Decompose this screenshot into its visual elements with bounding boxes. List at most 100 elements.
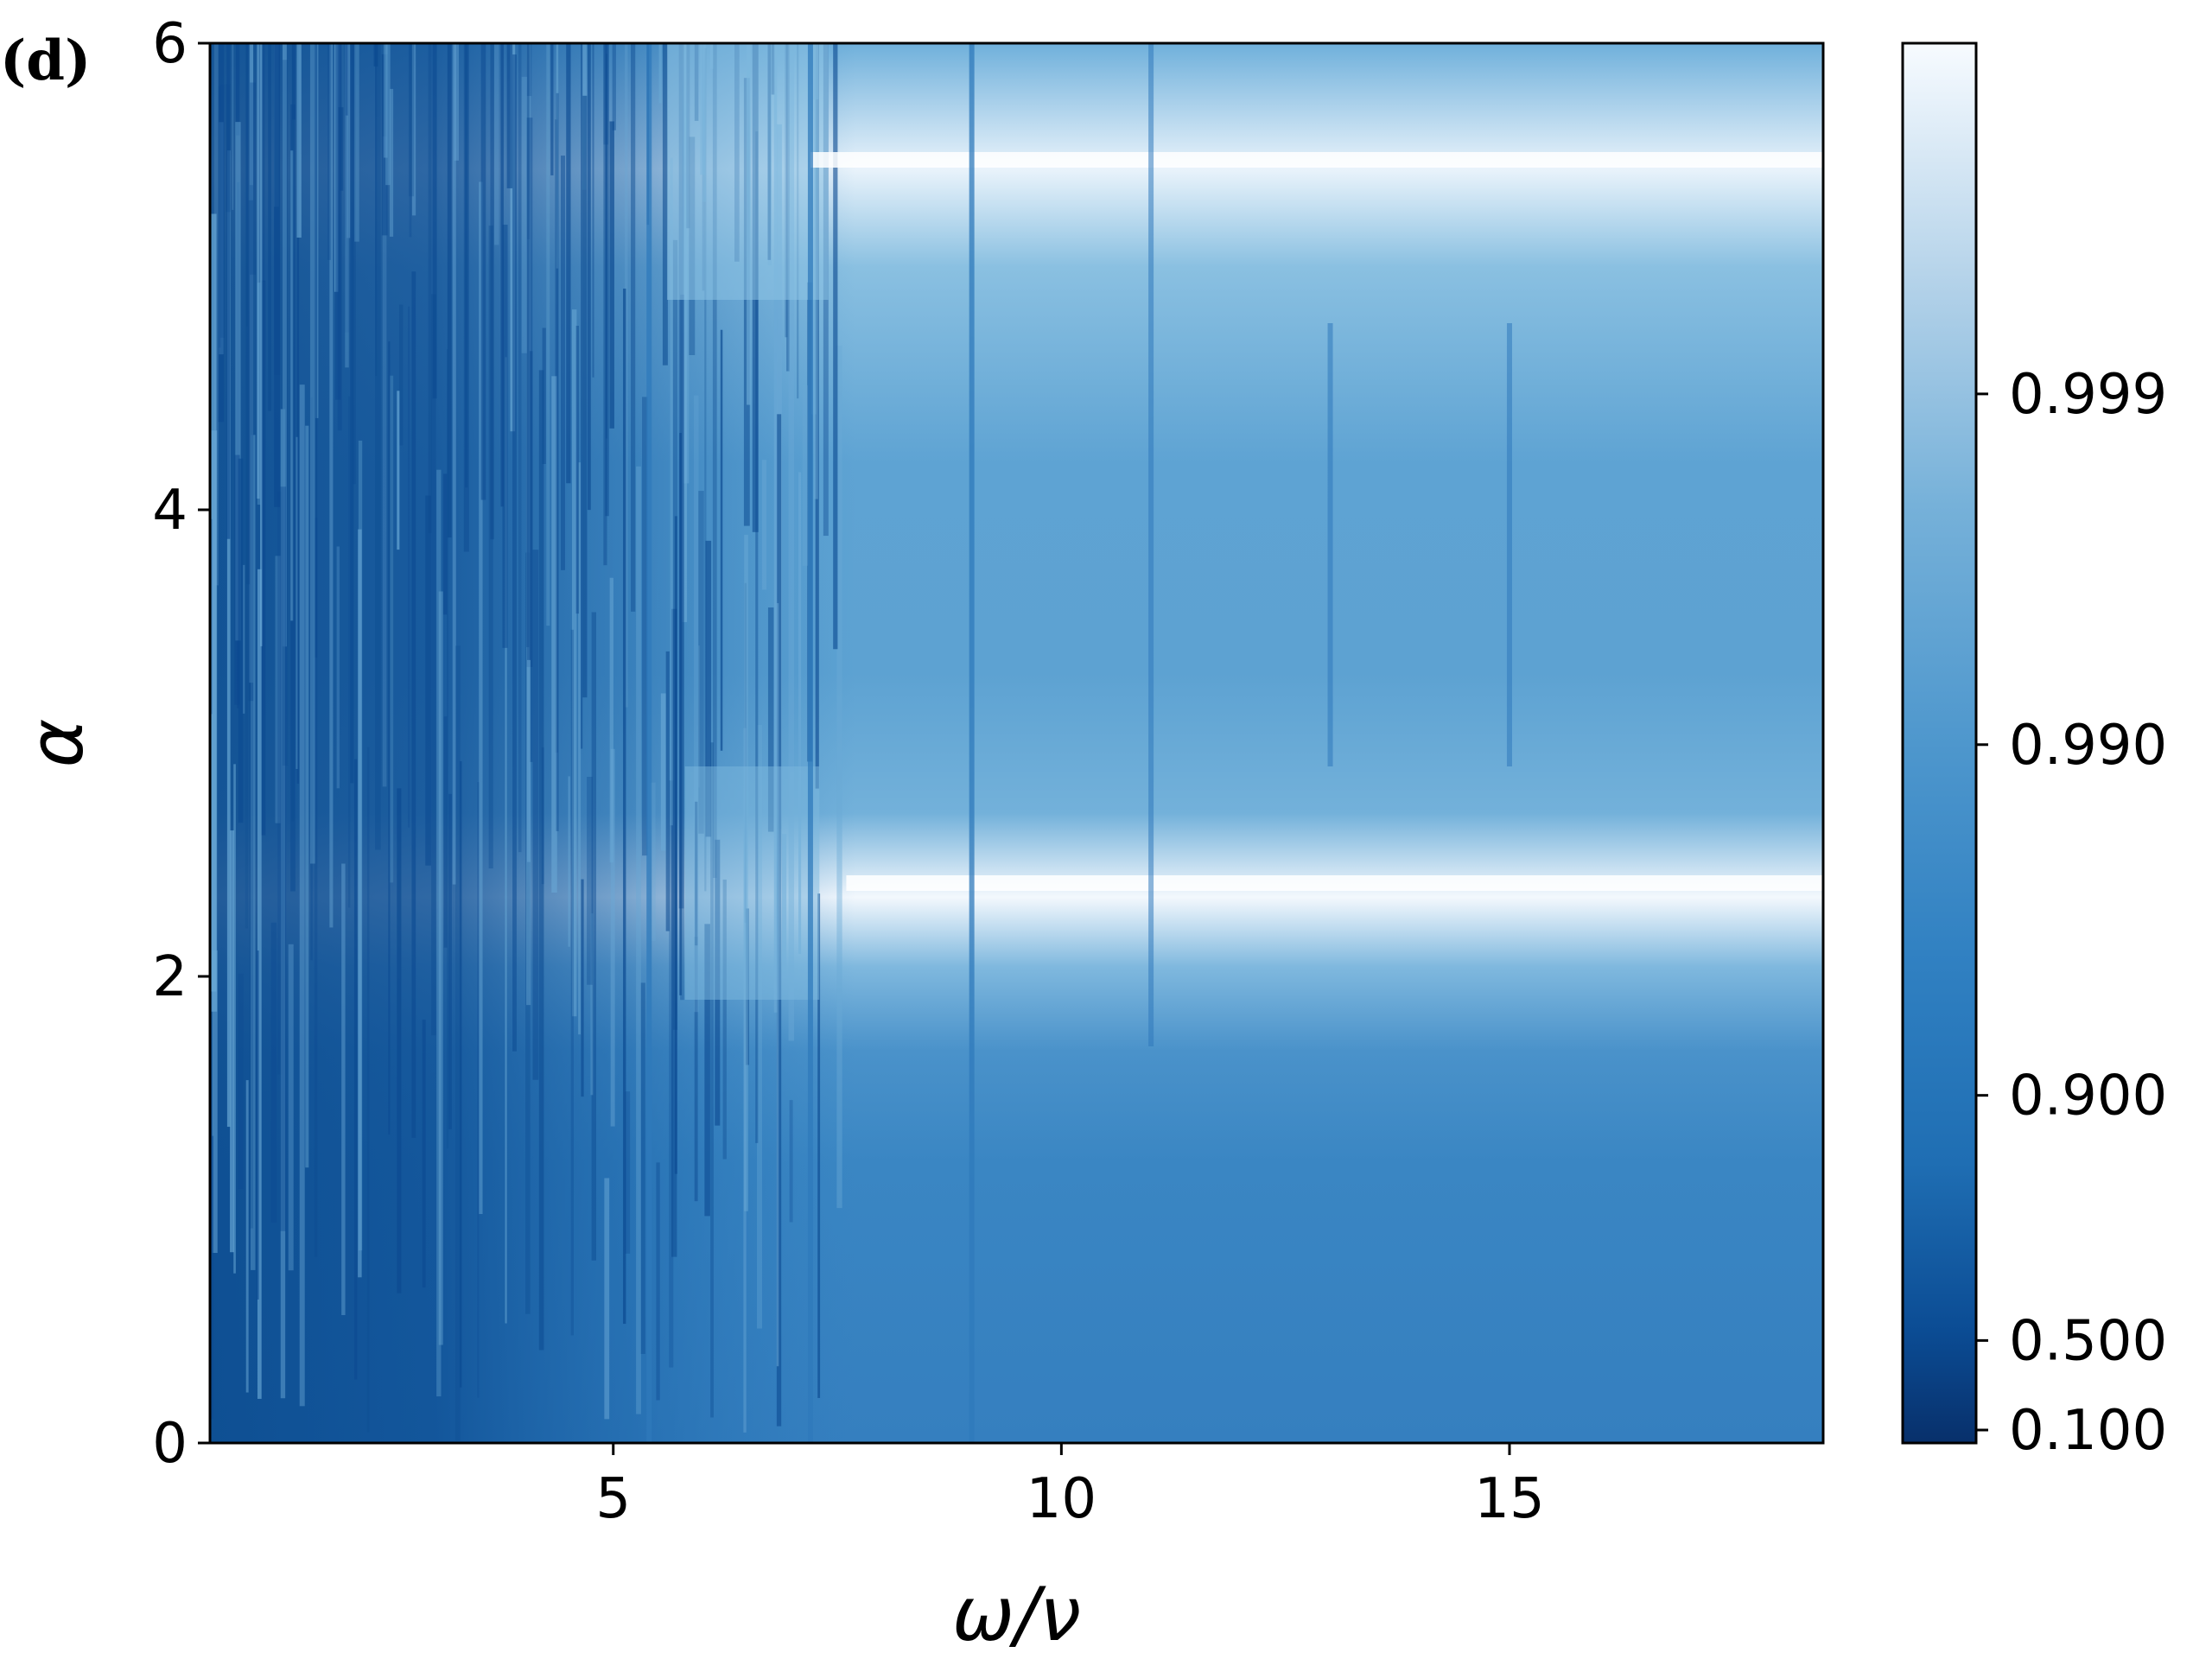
heatmap-streak xyxy=(650,782,656,941)
heatmap-streak xyxy=(212,950,218,1253)
heatmap-streak xyxy=(773,43,778,1013)
heatmap-streak xyxy=(505,357,507,1324)
heatmap-streak xyxy=(292,43,296,120)
heatmap-streak xyxy=(238,458,244,823)
heatmap-streak xyxy=(280,486,287,1231)
colorbar-tick-label: 0.999 xyxy=(2009,363,2167,427)
heatmap-streak xyxy=(245,43,248,327)
heatmap-streak xyxy=(345,43,349,368)
heatmap-streak xyxy=(345,43,348,116)
heatmap-streak xyxy=(697,645,700,788)
heatmap-streak xyxy=(743,728,747,1433)
heatmap-streak xyxy=(309,43,315,864)
heatmap-streak xyxy=(431,294,436,1036)
heatmap-streak xyxy=(669,780,674,1368)
heatmap-streak xyxy=(712,43,717,879)
heatmap-streak xyxy=(680,294,684,1001)
heatmap-streak xyxy=(568,776,570,947)
colorbar-tick-label: 0.100 xyxy=(2009,1399,2167,1463)
heatmap-streak xyxy=(260,43,263,646)
heatmap-streak xyxy=(275,556,282,823)
heatmap-streak xyxy=(257,283,261,505)
heatmap-streak xyxy=(704,924,710,1217)
heatmap-resonance-line xyxy=(1148,43,1154,1046)
heatmap-streak xyxy=(588,43,591,511)
heatmap-streak xyxy=(226,43,231,539)
heatmap-streak xyxy=(518,43,522,853)
heatmap-streak xyxy=(512,54,517,1052)
heatmap-streak xyxy=(249,43,254,683)
heatmap-streak xyxy=(314,43,318,658)
heatmap-streak xyxy=(250,82,256,275)
heatmap-streak xyxy=(529,351,533,762)
heatmap-streak xyxy=(592,43,594,378)
heatmap-streak xyxy=(705,540,712,837)
heatmap-streak xyxy=(542,327,546,464)
x-tick-label: 10 xyxy=(1027,1467,1096,1531)
heatmap-streak xyxy=(257,569,262,1399)
heatmap-streak xyxy=(274,43,281,375)
heatmap-streak xyxy=(383,43,388,158)
heatmap-streak xyxy=(642,397,648,856)
heatmap-streak xyxy=(582,95,588,698)
heatmap-resonance-line xyxy=(646,43,652,1443)
heatmap-streak xyxy=(353,43,356,485)
heatmap-streak xyxy=(268,43,271,411)
heatmap-streak xyxy=(665,651,670,931)
heatmap-streak xyxy=(551,376,557,893)
heatmap-bright-band xyxy=(846,875,1823,891)
heatmap-streak xyxy=(526,43,531,1006)
heatmap-streak xyxy=(210,1135,214,1419)
heatmap-streak xyxy=(408,306,410,828)
x-tick-label: 15 xyxy=(1474,1467,1544,1531)
heatmap-streak xyxy=(477,782,480,1398)
y-tick-label: 4 xyxy=(152,479,188,543)
heatmap-streak xyxy=(336,546,340,789)
heatmap-streak xyxy=(506,43,513,188)
heatmap-resonance-line xyxy=(1506,323,1512,766)
heatmap-resonance-line xyxy=(807,43,813,1443)
heatmap-streak xyxy=(833,43,838,650)
heatmap-streak xyxy=(245,1080,249,1393)
heatmap-streak xyxy=(310,397,313,961)
heatmap-streak xyxy=(815,43,819,789)
heatmap-streak xyxy=(296,43,302,238)
heatmap-streak xyxy=(345,43,350,333)
heatmap-streak xyxy=(334,43,339,292)
heatmap-streak xyxy=(459,760,462,1388)
heatmap-streak xyxy=(245,43,251,585)
heatmap-streak xyxy=(337,43,342,431)
heatmap-streak xyxy=(299,385,305,1407)
heatmap-streak xyxy=(640,982,645,1354)
heatmap-streak xyxy=(521,76,528,353)
heatmap-streak xyxy=(443,716,448,948)
heatmap-streak xyxy=(788,43,795,1041)
y-tick-label: 0 xyxy=(152,1412,188,1476)
heatmap-streak xyxy=(290,150,294,621)
heatmap-streak xyxy=(605,43,609,517)
heatmap-plot-area xyxy=(208,41,1825,1445)
heatmap-streak xyxy=(448,793,452,1129)
heatmap-streak xyxy=(350,43,354,784)
heatmap-streak xyxy=(658,43,662,104)
heatmap-streak xyxy=(581,879,584,1097)
heatmap-streak xyxy=(609,577,613,863)
heatmap-streak xyxy=(381,54,388,236)
heatmap-streak xyxy=(572,309,577,1017)
heatmap-streak xyxy=(291,43,295,822)
heatmap-streak xyxy=(382,136,387,787)
heatmap-streak xyxy=(260,280,266,836)
heatmap-streak xyxy=(245,43,249,929)
heatmap-streak xyxy=(452,43,456,885)
heatmap-streak xyxy=(353,759,358,1380)
heatmap-streak xyxy=(274,43,281,507)
heatmap-streak xyxy=(704,48,707,892)
heatmap-streak xyxy=(656,1162,660,1401)
heatmap-streak xyxy=(581,43,583,749)
heatmap-streak xyxy=(480,43,486,500)
colorbar-tick-label: 0.500 xyxy=(2009,1309,2167,1373)
heatmap-cells xyxy=(210,43,1823,1443)
heatmap-streak xyxy=(348,396,351,908)
heatmap-streak xyxy=(236,43,240,136)
heatmap-streak xyxy=(280,409,286,1399)
